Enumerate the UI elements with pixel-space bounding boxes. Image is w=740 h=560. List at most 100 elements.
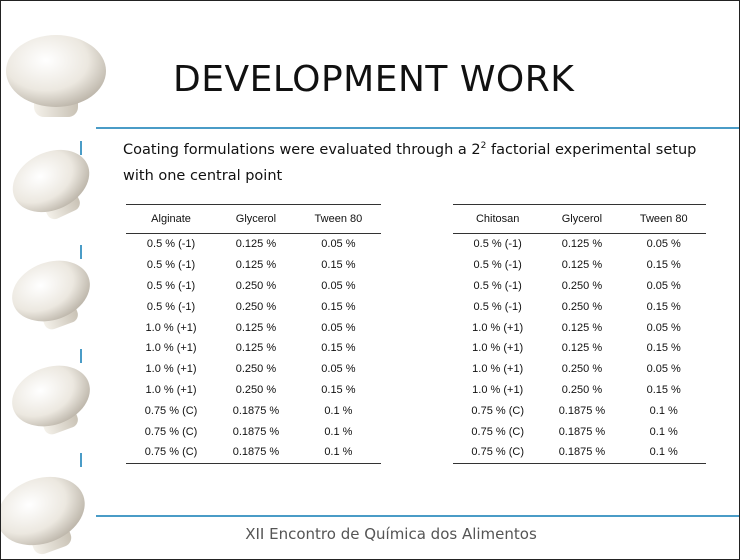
table-row: 0.5 % (-1) 0.250 % 0.15 % [126,296,381,317]
table-cell: 0.75 % (C) [144,404,198,417]
table-cell: 0.15 % [321,300,356,313]
table-cell: 0.125 % [561,342,603,355]
column-header: Alginate [126,204,217,234]
mushroom-icon [3,250,102,340]
table-cell: 0.250 % [235,383,277,396]
table-cell: 0.5 % (-1) [473,279,522,292]
table-row: 0.75 % (C) 0.1875 % 0.1 % [126,400,381,421]
table-row: 0.75 % (C) 0.1875 % 0.1 % [126,421,381,442]
table-cell: 0.1875 % [558,425,606,438]
table-cell: 0.15 % [321,342,356,355]
table-row: 0.5 % (-1) 0.250 % 0.05 % [453,276,706,297]
table-cell: 0.125 % [235,321,277,334]
table-cell: 0.15 % [646,342,681,355]
table-cell: 0.5 % (-1) [473,238,522,251]
table-cell: 1.0 % (+1) [145,363,197,376]
table-cell: 0.05 % [646,363,681,376]
table-row: 1.0 % (+1) 0.250 % 0.05 % [453,359,706,380]
table-cell: 0.250 % [235,363,277,376]
column-header: Glycerol [216,204,296,234]
table-cell: 0.05 % [646,238,681,251]
formulation-table: Alginate Glycerol Tween 80 0.5 % (-1) 0.125 … [126,204,381,464]
mushroom-icon [3,355,102,445]
table-cell: 0.75 % (C) [126,441,217,464]
table-cell: 0.1 % [295,441,381,464]
table-row: 0.75 % (C) 0.1875 % 0.1 % [453,421,706,442]
table-cell: 0.1875 % [232,425,280,438]
intro-text: Coating formulations were evaluated thro… [123,133,723,189]
mushroom-icon [2,137,103,232]
table-row: 0.75 % (C) 0.1875 % 0.1 % [453,441,706,464]
table-cell: 0.1 % [324,425,353,438]
table-row: 1.0 % (+1) 0.250 % 0.15 % [126,380,381,401]
table-cell: 0.05 % [646,321,681,334]
mushroom-icon [6,35,106,117]
table-row: 0.5 % (-1) 0.125 % 0.15 % [126,255,381,276]
table-cell: 0.5 % (-1) [146,259,196,272]
table-cell: 0.15 % [321,383,356,396]
table-row: 0.75 % (C) 0.1875 % 0.1 % [453,400,706,421]
table-cell: 1.0 % (+1) [472,342,524,355]
table-row: 0.5 % (-1) 0.125 % 0.05 % [453,234,706,255]
header-row: Alginate Glycerol Tween 80 [126,204,381,234]
table-row: 0.5 % (-1) 0.250 % 0.05 % [126,276,381,297]
column-header: Glycerol [542,204,622,234]
table-cell: 0.75 % (C) [453,441,543,464]
table-cell: 0.5 % (-1) [146,279,196,292]
table-cell: 0.125 % [561,259,603,272]
table-cell: 0.05 % [321,321,356,334]
table-cell: 0.5 % (-1) [473,259,522,272]
table-cell: 0.125 % [561,238,603,251]
table-cell: 0.125 % [235,259,277,272]
table-row: 1.0 % (+1) 0.125 % 0.05 % [126,317,381,338]
table-cell: 0.1 % [621,441,706,464]
table-row: 1.0 % (+1) 0.250 % 0.05 % [126,359,381,380]
table-cell: 0.15 % [321,259,356,272]
table-cell: 0.1 % [324,404,353,417]
table-row: 0.5 % (-1) 0.250 % 0.15 % [453,296,706,317]
table-cell: 0.05 % [646,279,681,292]
table-cell: 0.05 % [321,363,356,376]
table-row: 1.0 % (+1) 0.125 % 0.15 % [453,338,706,359]
intro-after: factorial experimental setup with one ce… [123,141,697,184]
table-cell: 0.1 % [649,404,678,417]
table-cell: 0.75 % (C) [471,425,524,438]
table-cell: 1.0 % (+1) [472,383,524,396]
footer: XII Encontro de Química dos Alimentos [245,525,537,543]
formulation-table: Chitosan Glycerol Tween 80 0.5 % (-1) 0.125 … [453,204,706,464]
table-cell: 0.250 % [561,300,603,313]
table-cell: 1.0 % (+1) [472,363,524,376]
table-cell: 0.250 % [561,279,603,292]
slide-title: DEVELOPMENT WORK [173,59,575,100]
table-cell: 0.15 % [646,383,681,396]
table-cell: 0.75 % (C) [471,404,524,417]
column-header: Chitosan [453,204,543,234]
table-cell: 0.05 % [321,238,356,251]
table-cell: 0.1875 % [558,404,606,417]
header-row: Chitosan Glycerol Tween 80 [453,204,706,234]
table-cell: 0.5 % (-1) [473,300,522,313]
table-cell: 1.0 % (+1) [145,383,197,396]
table-cell: 0.5 % (-1) [146,238,196,251]
table-cell: 0.5 % (-1) [146,300,196,313]
table-cell: 0.250 % [235,279,277,292]
table-cell: 0.1875 % [216,441,296,464]
table-row: 0.5 % (-1) 0.125 % 0.05 % [126,234,381,255]
table-cell: 1.0 % (+1) [145,342,197,355]
table-row: 0.5 % (-1) 0.125 % 0.15 % [453,255,706,276]
table-cell: 0.1 % [649,425,678,438]
column-header: Tween 80 [621,204,706,234]
table-cell: 1.0 % (+1) [472,321,524,334]
table-row: 1.0 % (+1) 0.125 % 0.15 % [126,338,381,359]
table-row: 1.0 % (+1) 0.125 % 0.05 % [453,317,706,338]
table-cell: 0.125 % [561,321,603,334]
table-cell: 0.250 % [561,383,603,396]
table-cell: 0.1875 % [232,404,280,417]
table-cell: 0.250 % [235,300,277,313]
table-cell: 0.1875 % [542,441,622,464]
table-cell: 0.15 % [646,300,681,313]
table-cell: 0.125 % [235,238,277,251]
